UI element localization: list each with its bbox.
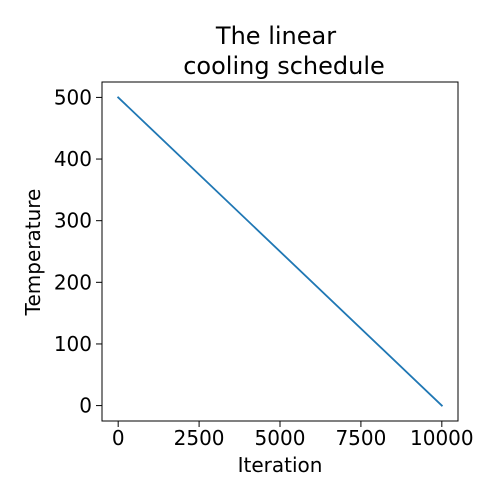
y-tick-label: 500 [54, 85, 92, 109]
series-line [116, 96, 444, 407]
plot-area-frame [101, 81, 459, 422]
y-tick-label: 0 [79, 394, 92, 418]
y-axis-label: Temperature [21, 189, 45, 317]
plot-layer: 0 2500 5000 7500 10000 0 100 200 300 400 500 [54, 85, 474, 450]
y-tick-label: 300 [54, 209, 92, 233]
x-tick-label: 2500 [174, 426, 225, 450]
chart-title-line-1: The linear [215, 22, 336, 50]
x-axis-label: Iteration [238, 453, 323, 477]
x-tick-label: 0 [112, 426, 125, 450]
y-tick-label: 200 [54, 270, 92, 294]
y-tick-label: 100 [54, 332, 92, 356]
chart-title-line-2: cooling schedule [183, 52, 385, 80]
x-tick-label: 10000 [410, 426, 474, 450]
x-tick-label: 5000 [255, 426, 306, 450]
y-tick-label: 400 [54, 147, 92, 171]
x-tick-label: 7500 [335, 426, 386, 450]
